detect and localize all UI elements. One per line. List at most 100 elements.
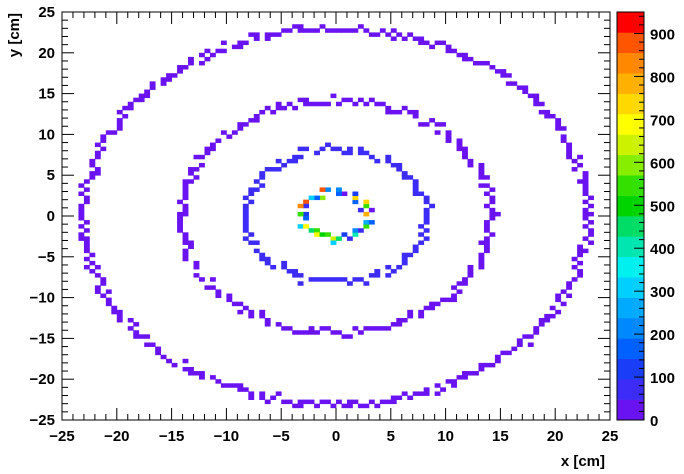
heatmap-cell	[199, 277, 205, 282]
heatmap-cell	[473, 371, 479, 376]
heatmap-cell	[346, 28, 353, 33]
heatmap-cell	[226, 293, 233, 298]
heatmap-cell	[308, 228, 315, 233]
y-tick-label: 10	[38, 126, 55, 143]
heatmap-cell	[94, 289, 101, 294]
heatmap-cell	[100, 277, 107, 282]
heatmap-cell	[341, 334, 348, 339]
heatmap-cell	[264, 318, 271, 323]
heatmap-cell	[494, 69, 501, 74]
heatmap-cell	[423, 216, 430, 221]
heatmap-cell	[78, 207, 85, 213]
heatmap-cell	[478, 366, 485, 372]
heatmap-cell	[292, 158, 299, 164]
x-tick-label: 20	[547, 428, 564, 445]
heatmap-cell	[549, 305, 556, 311]
heatmap-cell	[478, 264, 485, 270]
heatmap-cell	[182, 191, 189, 196]
heatmap-cell	[363, 28, 370, 33]
heatmap-cell	[182, 183, 189, 188]
y-tick-label: 15	[38, 86, 55, 103]
heatmap-cell	[467, 158, 474, 164]
heatmap-cell	[363, 203, 370, 209]
heatmap-cell	[188, 56, 194, 62]
heatmap-cell	[237, 44, 244, 50]
heatmap-cell	[116, 122, 123, 127]
heatmap-cell	[363, 211, 370, 217]
heatmap-cell	[253, 240, 260, 245]
heatmap-cell	[401, 171, 408, 176]
heatmap-cell	[138, 97, 145, 103]
heatmap-cell	[483, 183, 490, 188]
heatmap-cell	[368, 326, 375, 331]
heatmap-cell	[555, 297, 562, 303]
heatmap-cell	[423, 40, 430, 46]
heatmap-cell	[330, 403, 337, 409]
heatmap-cell	[401, 318, 408, 323]
heatmap-cell	[325, 28, 331, 33]
heatmap-cell	[566, 146, 573, 152]
colorbar-tick-label: 500	[650, 198, 675, 215]
colorbar-segment	[617, 195, 644, 217]
x-tick-label: 15	[492, 428, 509, 445]
heatmap-cell	[105, 301, 112, 307]
heatmap-cell	[582, 216, 589, 221]
heatmap-cell	[144, 334, 151, 339]
x-tick-label: −20	[104, 428, 129, 445]
heatmap-cell	[281, 399, 288, 405]
heatmap-cell	[242, 228, 249, 233]
heatmap-cell	[94, 167, 101, 172]
heatmap-cell	[555, 309, 562, 315]
heatmap-cell	[544, 318, 551, 323]
heatmap-cell	[560, 126, 567, 131]
heatmap-cell	[396, 395, 403, 400]
heatmap-cell	[94, 264, 101, 270]
heatmap-cell	[505, 73, 512, 78]
heatmap-cell	[429, 301, 436, 307]
heatmap-cell	[522, 334, 529, 339]
heatmap-cell	[357, 403, 364, 409]
heatmap-cell	[188, 366, 194, 372]
heatmap-cell	[199, 60, 205, 66]
heatmap-cell	[237, 40, 244, 46]
heatmap-cell	[401, 175, 408, 180]
heatmap-cell	[89, 162, 96, 168]
heatmap-cell	[429, 203, 436, 209]
heatmap-cell	[336, 330, 342, 335]
heatmap-cell	[483, 203, 490, 209]
heatmap-cell	[363, 224, 370, 229]
heatmap-cell	[445, 130, 452, 135]
heatmap-cell	[204, 56, 211, 62]
heatmap-cell	[478, 167, 485, 172]
heatmap-cell	[582, 248, 589, 254]
heatmap-cell	[270, 395, 277, 400]
heatmap-cell	[467, 273, 474, 278]
heatmap-cell	[483, 60, 490, 66]
colorbar-segment	[617, 236, 644, 258]
heatmap-cell	[544, 114, 551, 119]
heatmap-cell	[314, 28, 320, 33]
heatmap-cell	[264, 256, 271, 262]
heatmap-cell	[253, 32, 260, 37]
heatmap-cell	[83, 248, 90, 254]
heatmap-cell	[385, 158, 392, 164]
heatmap-cell	[308, 277, 315, 282]
heatmap-cell	[341, 28, 348, 33]
heatmap-cell	[440, 40, 446, 46]
heatmap-cell	[418, 240, 425, 245]
heatmap-cell	[346, 334, 353, 339]
heatmap-cell	[155, 350, 162, 356]
colorbar-segment	[617, 32, 644, 54]
colorbar-segment	[617, 379, 644, 400]
colorbar: 0 100 200 300 400 500 600 700 800 900	[616, 11, 675, 430]
heatmap-cell	[319, 232, 326, 237]
heatmap-cell	[346, 97, 353, 103]
heatmap-cell	[248, 118, 255, 123]
heatmap-cell	[281, 28, 288, 33]
heatmap-cell	[281, 260, 288, 266]
heatmap-cell	[237, 301, 244, 307]
heatmap-cell	[188, 167, 194, 172]
heatmap-cell	[418, 391, 425, 396]
heatmap-cell	[270, 264, 277, 270]
